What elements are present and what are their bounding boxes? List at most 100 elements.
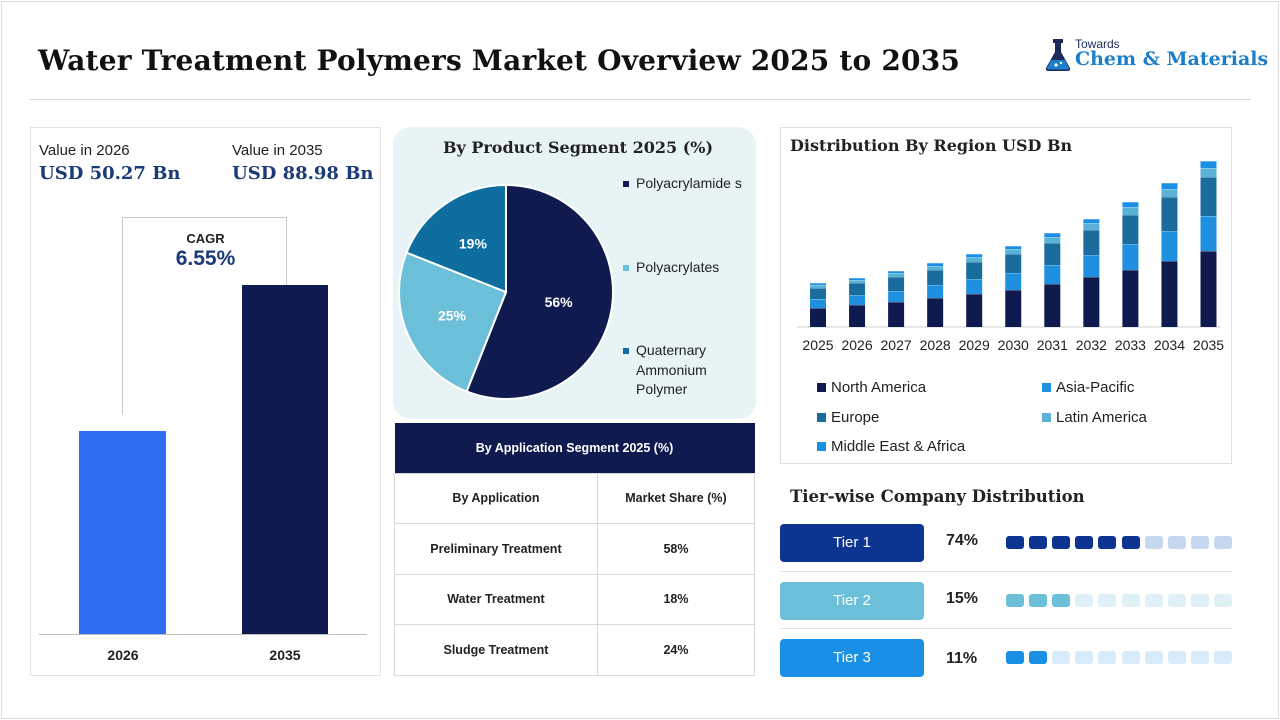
tier-meter-dot xyxy=(1190,651,1209,664)
stacked-bar-segment xyxy=(1161,189,1178,197)
stacked-bar-segment xyxy=(849,280,866,283)
logo-main-text: Chem & Materials xyxy=(1075,48,1269,70)
cagr-connector-right xyxy=(286,277,287,285)
tier-1-percent: 74% xyxy=(946,532,979,549)
legend-swatch xyxy=(1042,383,1051,392)
legend-label: Middle East & Africa xyxy=(831,438,966,455)
tier-meter-dot xyxy=(1167,594,1186,607)
legend-swatch xyxy=(817,442,826,451)
x-tick-label: 2028 xyxy=(920,337,951,353)
x-tick-label: 2030 xyxy=(998,337,1029,353)
table-row: Sludge Treatment 24% xyxy=(394,624,756,676)
x-tick-label: 2029 xyxy=(959,337,990,353)
column-header: Market Share (%) xyxy=(596,472,756,524)
column-header: By Application xyxy=(394,472,598,524)
stacked-bar-segment xyxy=(1083,223,1100,230)
x-tick-label: 2031 xyxy=(1037,337,1068,353)
stacked-bar-segment xyxy=(1005,290,1022,327)
stacked-bar-segment xyxy=(1005,273,1022,290)
pie-chart: 56% 25% 19% xyxy=(398,183,614,400)
stacked-bar-segment xyxy=(1083,255,1100,277)
tier-2-badge: Tier 2 xyxy=(780,582,924,620)
x-tick-label: 2026 xyxy=(841,337,872,353)
tier-3-percent: 11% xyxy=(946,650,978,667)
tier-meter-dot xyxy=(1029,536,1048,549)
stacked-bar-segment xyxy=(888,273,905,277)
tier-3-badge: Tier 3 xyxy=(780,639,924,677)
tier-meter-dot xyxy=(1098,651,1117,664)
table-row: Water Treatment 18% xyxy=(394,573,756,625)
stacked-bar-segment xyxy=(1122,244,1139,270)
region-panel: Distribution By Region USD Bn 2025 2026 20… xyxy=(780,127,1232,464)
stacked-bar-segment xyxy=(1161,261,1178,327)
tier-meter-dot xyxy=(1052,536,1071,549)
stacked-bar-segment xyxy=(1200,161,1217,168)
tier-meter-dot xyxy=(1144,594,1163,607)
legend-label: North America xyxy=(831,379,927,396)
pie-title: By Product Segment 2025 (%) xyxy=(442,138,714,157)
legend-label: Asia-Pacific xyxy=(1056,379,1135,396)
stacked-bar-segment xyxy=(1083,230,1100,255)
tier-meter-dot xyxy=(1098,594,1117,607)
stacked-bar-segment xyxy=(1161,183,1178,189)
bar-2026 xyxy=(79,431,166,634)
value-chart-baseline xyxy=(39,634,367,635)
value-2035: USD 88.98 Bn xyxy=(232,163,374,184)
table-cell: 24% xyxy=(596,624,756,676)
tier-meter-dot xyxy=(1190,594,1209,607)
cagr-connector-left xyxy=(122,277,123,415)
tier-meter-dot xyxy=(1121,594,1140,607)
stacked-bar-segment xyxy=(1122,270,1139,327)
stacked-bar-segment xyxy=(888,271,905,273)
legend-swatch xyxy=(1042,413,1051,422)
legend-label: Polyacrylates xyxy=(636,259,720,275)
x-tick-label: 2027 xyxy=(881,337,912,353)
tier-meter-dot xyxy=(1213,651,1232,664)
tier-meter-dot xyxy=(1190,536,1209,549)
tier-meter-dot xyxy=(1006,651,1024,664)
stacked-bar-segment xyxy=(1005,249,1022,254)
pie-slice xyxy=(405,183,507,294)
table-cell: Water Treatment xyxy=(394,573,598,625)
legend-swatch xyxy=(623,348,629,354)
stacked-bar-segment xyxy=(1200,216,1217,251)
tier-meter-dot xyxy=(1029,594,1048,607)
legend-swatch xyxy=(817,383,826,392)
pie-slice-label: 56% xyxy=(545,294,574,310)
stacked-bar-segment xyxy=(810,308,826,327)
tier-meter-dot xyxy=(1075,651,1094,664)
legend-label: Latin America xyxy=(1056,409,1147,426)
stacked-bar-segment xyxy=(849,283,866,295)
stacked-bar-segment xyxy=(1200,177,1217,216)
tier-divider xyxy=(780,628,1232,629)
table-title: By Application Segment 2025 (%) xyxy=(394,423,755,473)
stacked-bar-segment xyxy=(1005,254,1022,273)
legend-label: Polyacrylamide s xyxy=(636,175,742,191)
x-tick-label: 2035 xyxy=(1193,337,1224,353)
stacked-bar-segment xyxy=(1044,284,1061,327)
bar-label-2026: 2026 xyxy=(107,647,139,663)
application-table: By Application Segment 2025 (%) By Appli… xyxy=(394,423,756,676)
table-header-row: By Application Market Share (%) xyxy=(394,472,756,524)
tier-meter-dot xyxy=(1075,536,1094,549)
tier-section-title: Tier-wise Company Distribution xyxy=(790,487,1085,506)
tier-meter-dot xyxy=(1144,536,1163,549)
legend-label: Quaternary Ammonium Polymer xyxy=(636,342,707,397)
stacked-bar-segment xyxy=(966,279,983,294)
stacked-bar-segment xyxy=(1200,251,1217,327)
brand-logo: Towards Chem & Materials xyxy=(1044,36,1268,76)
cagr-value: 6.55% xyxy=(175,247,236,270)
tier-2-percent: 15% xyxy=(946,590,979,607)
header-divider xyxy=(30,99,1251,100)
stacked-bar-segment xyxy=(966,254,983,257)
tier-meter-dot xyxy=(1006,536,1024,549)
stacked-bar-segment xyxy=(927,263,944,266)
pie-slice xyxy=(398,251,508,393)
pie-slice-label: 19% xyxy=(459,235,488,251)
legend-swatch xyxy=(623,265,629,271)
table-row: Preliminary Treatment 58% xyxy=(394,523,756,575)
tier-meter-dot xyxy=(1052,651,1071,664)
stacked-bar-segment xyxy=(810,285,826,288)
bar-2035 xyxy=(242,285,328,634)
legend-swatch xyxy=(817,413,826,422)
